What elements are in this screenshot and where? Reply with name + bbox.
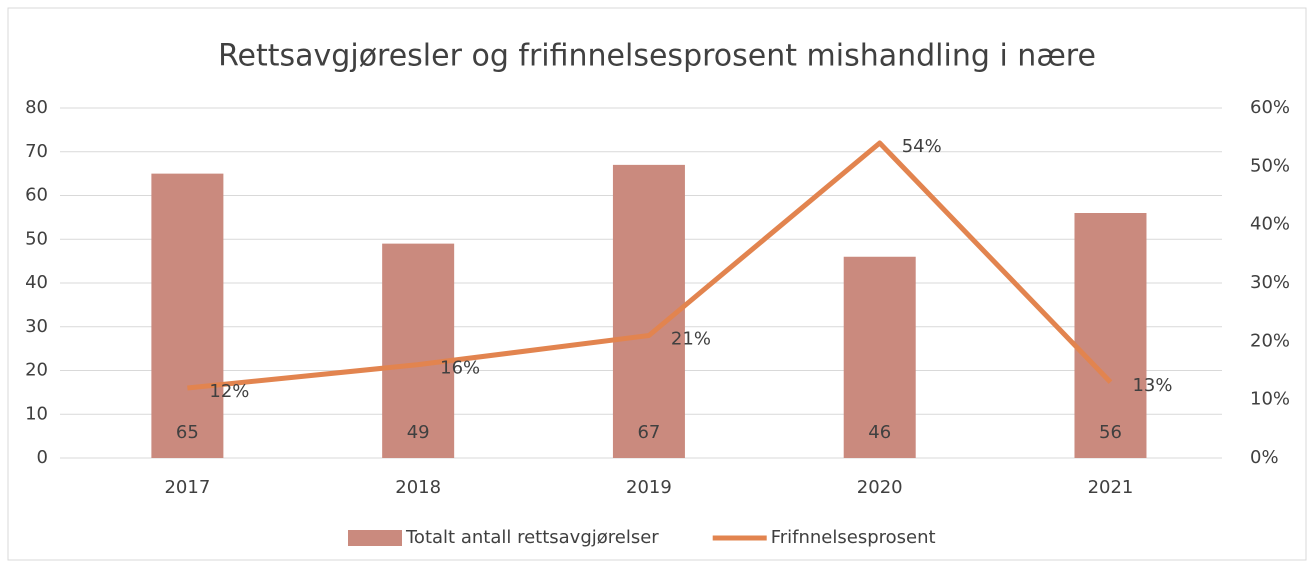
- legend-label: Frifnnelsesprosent: [771, 527, 936, 548]
- y2-tick-label: 40%: [1250, 214, 1290, 235]
- y2-tick-label: 10%: [1250, 389, 1290, 410]
- x-tick-label: 2019: [626, 477, 672, 498]
- bar-value-label: 65: [176, 422, 199, 443]
- legend-swatch: [348, 530, 402, 546]
- y-tick-label: 70: [25, 141, 48, 162]
- y-tick-label: 0: [37, 447, 48, 468]
- y2-tick-label: 50%: [1250, 155, 1290, 176]
- y2-tick-label: 60%: [1250, 97, 1290, 118]
- line-value-label: 21%: [671, 329, 711, 350]
- y2-tick-label: 20%: [1250, 330, 1290, 351]
- legend-label: Totalt antall rettsavgjørelser: [405, 527, 659, 548]
- line-value-label: 13%: [1132, 375, 1172, 396]
- line-value-label: 16%: [440, 358, 480, 379]
- chart-title: Rettsavgjøresler og frifinnelsesprosent …: [218, 39, 1096, 74]
- line-value-label: 54%: [902, 136, 942, 157]
- y-tick-label: 50: [25, 228, 48, 249]
- y-tick-label: 20: [25, 360, 48, 381]
- line-value-label: 12%: [209, 381, 249, 402]
- bar: [1074, 213, 1147, 458]
- x-tick-label: 2021: [1088, 477, 1134, 498]
- bar: [382, 243, 455, 458]
- bar-value-label: 56: [1099, 422, 1122, 443]
- y-tick-label: 60: [25, 185, 48, 206]
- bar: [151, 173, 224, 458]
- x-tick-label: 2018: [395, 477, 441, 498]
- x-tick-label: 2020: [857, 477, 903, 498]
- y-tick-label: 30: [25, 316, 48, 337]
- bar-value-label: 49: [407, 422, 430, 443]
- y2-tick-label: 0%: [1250, 447, 1279, 468]
- bar-value-label: 67: [637, 422, 660, 443]
- bar-value-label: 46: [868, 422, 891, 443]
- y2-tick-label: 30%: [1250, 272, 1290, 293]
- line: [187, 140, 1113, 391]
- bar: [843, 256, 916, 458]
- y-tick-label: 80: [25, 97, 48, 118]
- y-tick-label: 40: [25, 272, 48, 293]
- x-tick-label: 2017: [164, 477, 210, 498]
- y-tick-label: 10: [25, 403, 48, 424]
- bar: [612, 164, 685, 458]
